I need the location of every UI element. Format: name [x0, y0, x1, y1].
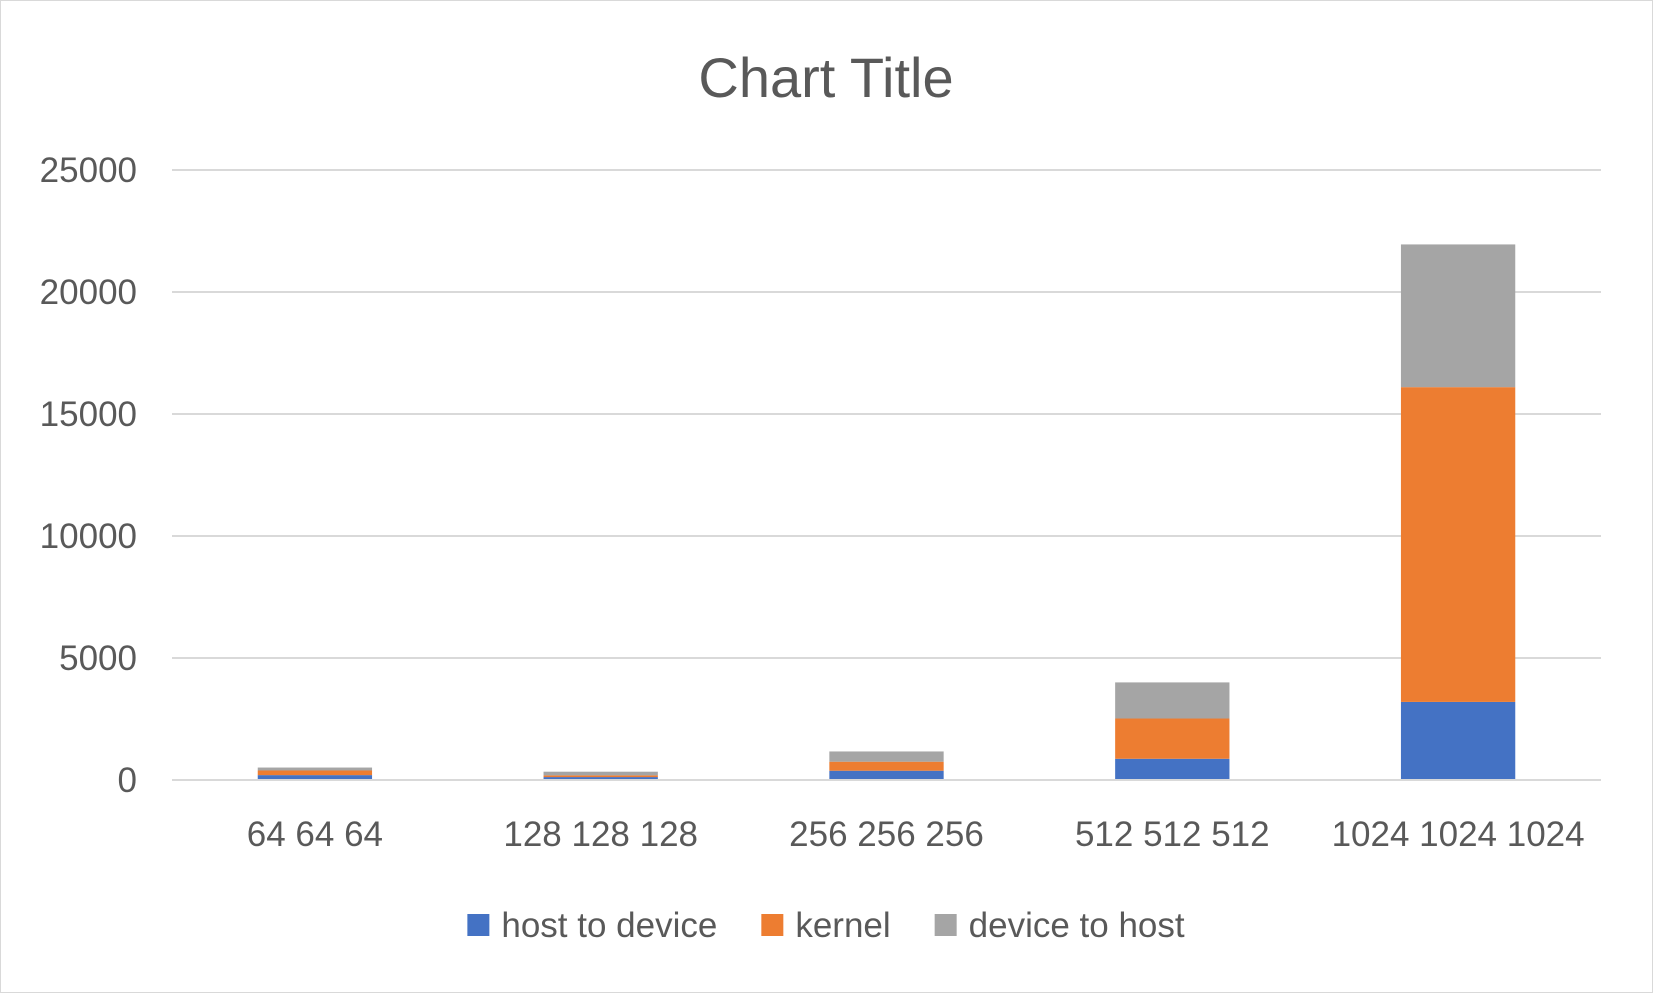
bar-kernel-0 — [257, 770, 373, 776]
legend-item: host to device — [467, 906, 717, 945]
x-tick-label: 64 64 64 — [247, 815, 383, 854]
bar-host-to-device-2 — [829, 770, 944, 780]
legend-label: host to device — [501, 906, 717, 945]
x-axis: 64 64 64 128 128 128 256 256 256 512 512 51… — [172, 779, 1601, 854]
bar-host-to-device-1 — [543, 777, 658, 780]
bar-kernel-1 — [543, 775, 658, 778]
chart-title: Chart Title — [698, 46, 953, 109]
bar-device-to-host-4 — [1400, 244, 1516, 388]
y-tick-label: 10000 — [40, 517, 137, 556]
bar-kernel-2 — [829, 761, 944, 771]
legend-swatch — [934, 914, 957, 936]
legend-item: kernel — [761, 906, 891, 945]
y-tick-label: 20000 — [40, 273, 137, 312]
x-tick-label: 256 256 256 — [789, 815, 984, 854]
legend-label: device to host — [969, 906, 1185, 945]
x-tick-label: 512 512 512 — [1075, 815, 1270, 854]
legend-item: device to host — [934, 906, 1185, 945]
x-tick-label: 128 128 128 — [503, 815, 698, 854]
legend-label: kernel — [795, 906, 890, 945]
bar-kernel-4 — [1400, 387, 1516, 702]
y-tick-label: 5000 — [59, 639, 137, 678]
y-tick-label: 25000 — [40, 151, 137, 190]
bar-host-to-device-4 — [1400, 701, 1516, 780]
y-tick-label: 0 — [118, 761, 137, 800]
bar-host-to-device-3 — [1115, 758, 1230, 780]
x-tick-label: 1024 1024 1024 — [1332, 815, 1585, 854]
bar-device-to-host-2 — [829, 751, 944, 762]
bars — [257, 244, 1516, 780]
bar-kernel-3 — [1115, 718, 1230, 759]
bar-device-to-host-3 — [1115, 682, 1230, 719]
bar-host-to-device-0 — [257, 775, 373, 780]
legend-swatch — [761, 914, 784, 936]
y-axis: 0 5000 10000 15000 20000 25000 — [40, 151, 137, 800]
bar-device-to-host-0 — [257, 767, 373, 771]
bar-device-to-host-1 — [543, 771, 658, 776]
y-tick-label: 15000 — [40, 395, 137, 434]
gridlines — [172, 169, 1601, 781]
legend: host to device kernel device to host — [467, 906, 1185, 945]
legend-swatch — [467, 914, 490, 936]
